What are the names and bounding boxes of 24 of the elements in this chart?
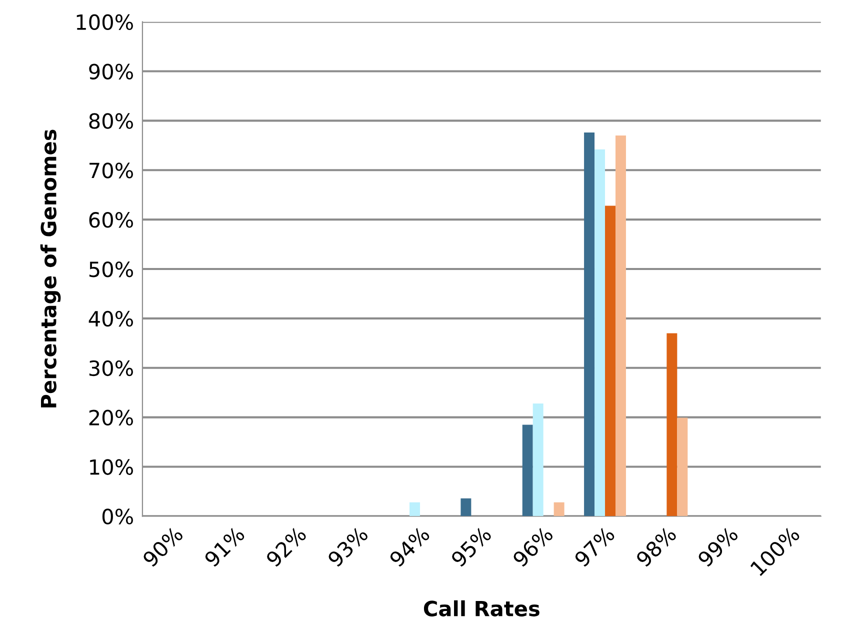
bar bbox=[532, 403, 544, 516]
bar bbox=[584, 132, 595, 516]
bar bbox=[615, 136, 626, 516]
bar bbox=[522, 424, 533, 516]
y-tick-label: 40% bbox=[88, 310, 133, 327]
y-axis-title: Percentage of Genomes bbox=[40, 130, 61, 408]
bar bbox=[677, 418, 688, 516]
bar bbox=[666, 333, 678, 516]
y-tick-label: 0% bbox=[102, 508, 133, 524]
y-tick-label: 80% bbox=[89, 113, 133, 129]
y-tick-label: 70% bbox=[90, 162, 133, 178]
y-tick-label: 60% bbox=[89, 212, 133, 228]
y-tick-label: 100% bbox=[76, 14, 133, 30]
y-tick-label: 20% bbox=[89, 410, 133, 426]
y-tick-label: 10% bbox=[90, 459, 133, 475]
bar bbox=[554, 502, 564, 516]
bar bbox=[605, 206, 616, 516]
y-tick-label: 50% bbox=[89, 261, 133, 278]
bar bbox=[410, 502, 420, 516]
y-tick-label: 90% bbox=[89, 64, 133, 80]
bar bbox=[594, 149, 606, 516]
y-tick-label: 30% bbox=[89, 360, 133, 376]
bar bbox=[460, 498, 472, 516]
x-axis-title: Call Rates bbox=[424, 600, 540, 616]
